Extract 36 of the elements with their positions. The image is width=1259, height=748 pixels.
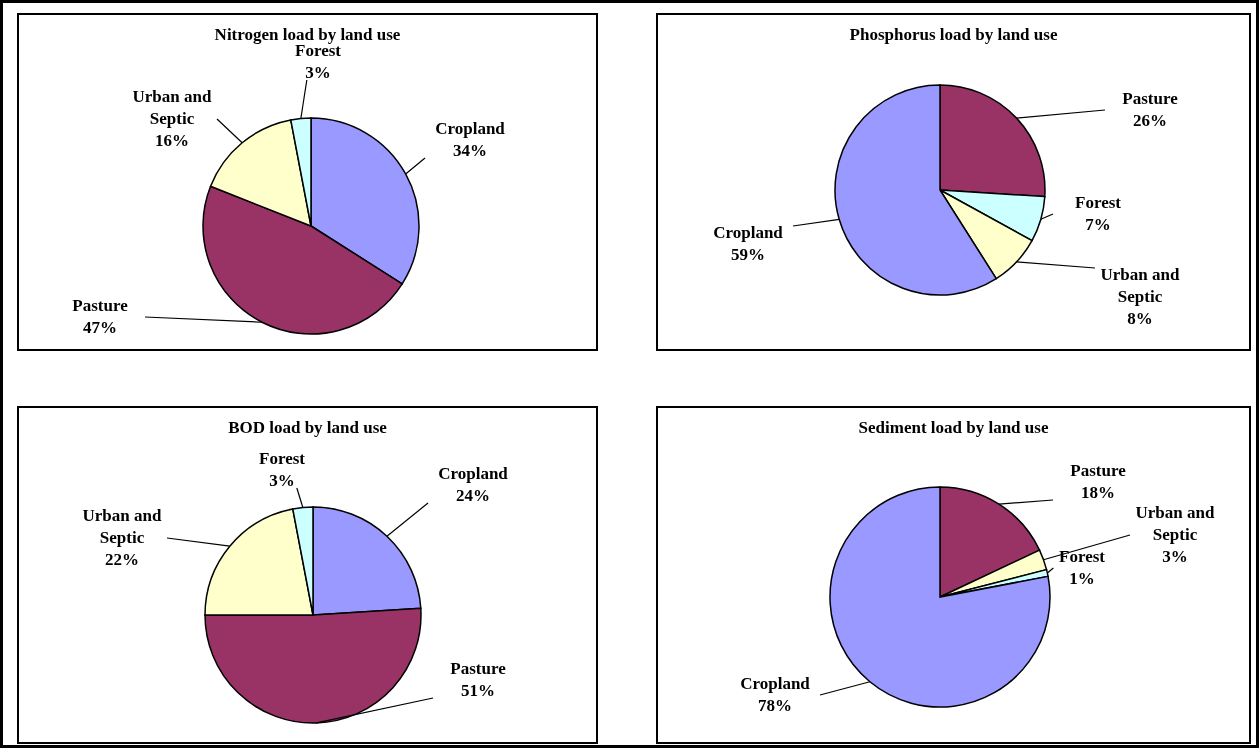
chart-title: Nitrogen load by land use xyxy=(214,25,401,44)
data-label: 26% xyxy=(1133,111,1167,130)
slice-label: Pasture xyxy=(450,659,507,678)
data-label: 34% xyxy=(453,141,487,160)
data-label: 22% xyxy=(105,550,139,569)
slice-label: Forest xyxy=(1059,547,1106,566)
slice-label: Cropland xyxy=(435,119,506,138)
data-label: 1% xyxy=(1069,569,1095,588)
chart-title: Sediment load by land use xyxy=(858,418,1049,437)
slice-label: Forest xyxy=(259,449,306,468)
data-label: 7% xyxy=(1085,215,1111,234)
data-label: 47% xyxy=(83,318,117,337)
slice-label: Cropland xyxy=(713,223,784,242)
slice-label: Cropland xyxy=(438,464,509,483)
data-label: 3% xyxy=(269,471,295,490)
slice-label: Pasture xyxy=(72,296,129,315)
slice-label: Pasture xyxy=(1122,89,1179,108)
data-label: 59% xyxy=(731,245,765,264)
data-label: 51% xyxy=(461,681,495,700)
data-label: 18% xyxy=(1081,483,1115,502)
data-label: 3% xyxy=(305,63,331,82)
slice-label: Forest xyxy=(1075,193,1122,212)
data-label: 8% xyxy=(1127,309,1153,328)
slice-label: Pasture xyxy=(1070,461,1127,480)
slice-label: Urban and Septic xyxy=(82,506,162,547)
data-label: 24% xyxy=(456,486,490,505)
chart-title: Phosphorus load by land use xyxy=(849,25,1058,44)
data-label: 3% xyxy=(1162,547,1188,566)
data-label: 16% xyxy=(155,131,189,150)
slice-label: Cropland xyxy=(740,674,811,693)
pie-slice xyxy=(829,486,1051,708)
slice-label: Urban and Septic xyxy=(1100,265,1180,306)
slice-label: Urban and Septic xyxy=(132,87,212,128)
chart-title: BOD load by land use xyxy=(228,418,388,437)
data-label: 78% xyxy=(758,696,792,715)
slice-label: Urban and Septic xyxy=(1135,503,1215,544)
